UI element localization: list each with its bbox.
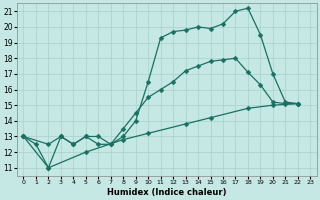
X-axis label: Humidex (Indice chaleur): Humidex (Indice chaleur) bbox=[107, 188, 227, 197]
